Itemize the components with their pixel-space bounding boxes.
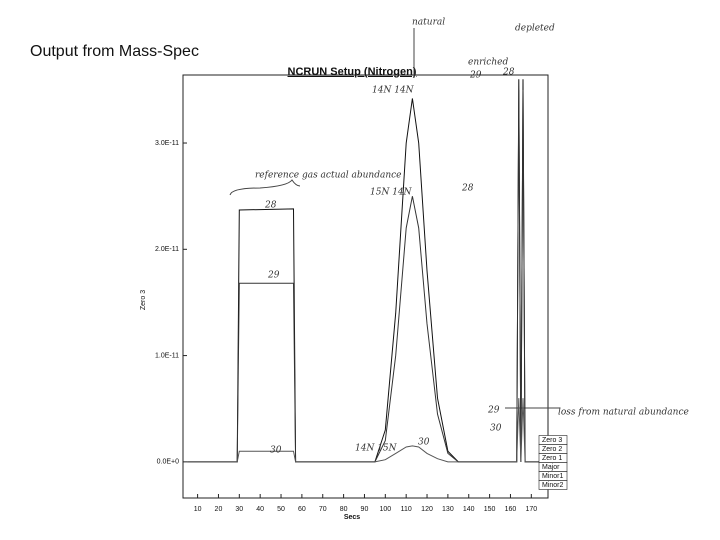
annotation: 29 bbox=[469, 71, 482, 81]
page-heading: Output from Mass-Spec bbox=[30, 43, 199, 60]
legend-label: Zero 2 bbox=[542, 446, 562, 453]
annotation: 30 bbox=[270, 446, 282, 456]
x-tick-label: 20 bbox=[215, 506, 223, 513]
y-tick-label: 0.0E+0 bbox=[157, 459, 179, 466]
series-line bbox=[187, 89, 542, 463]
x-tick-label: 30 bbox=[235, 506, 243, 513]
y-axis-label: Zero 3 bbox=[140, 290, 147, 310]
legend-label: Minor2 bbox=[542, 482, 564, 489]
annotation: 28 bbox=[264, 201, 277, 211]
series-line bbox=[187, 398, 542, 463]
y-tick-label: 2.0E-11 bbox=[155, 246, 179, 253]
legend-label: Major bbox=[542, 464, 560, 471]
x-tick-label: 70 bbox=[319, 506, 327, 513]
annotation: 30 bbox=[490, 424, 502, 434]
x-tick-label: 160 bbox=[505, 506, 517, 513]
x-tick-label: 130 bbox=[442, 506, 454, 513]
x-tick-label: 60 bbox=[298, 506, 306, 513]
annotation: 15N 14N bbox=[370, 188, 413, 198]
annotation: loss from natural abundance bbox=[558, 408, 689, 418]
annotation: natural bbox=[412, 18, 445, 28]
annotation: 28 bbox=[461, 184, 474, 194]
x-tick-label: 140 bbox=[463, 506, 475, 513]
x-tick-label: 170 bbox=[525, 506, 537, 513]
x-tick-label: 110 bbox=[401, 506, 412, 513]
x-tick-label: 10 bbox=[194, 506, 202, 513]
annotation: enriched bbox=[468, 58, 508, 68]
x-tick-label: 90 bbox=[361, 506, 369, 513]
annotation: 29 bbox=[487, 406, 500, 416]
annotation: 14N 15N bbox=[355, 444, 398, 454]
legend-label: Zero 1 bbox=[542, 455, 562, 462]
annotation: 29 bbox=[267, 271, 280, 281]
x-tick-label: 40 bbox=[256, 506, 264, 513]
annotation: 14N 14N bbox=[372, 86, 415, 96]
y-tick-label: 3.0E-11 bbox=[155, 140, 179, 147]
annotation: reference gas actual abundance bbox=[255, 171, 401, 181]
annotation: 30 bbox=[418, 438, 430, 448]
x-tick-label: 80 bbox=[340, 506, 348, 513]
series-line bbox=[187, 79, 542, 463]
plot-frame bbox=[182, 74, 549, 499]
legend-label: Minor1 bbox=[542, 473, 564, 480]
annotation: 28 bbox=[502, 68, 515, 78]
legend-label: Zero 3 bbox=[542, 437, 562, 444]
x-tick-label: 120 bbox=[421, 506, 433, 513]
x-tick-label: 50 bbox=[277, 506, 285, 513]
brace bbox=[229, 179, 301, 196]
y-tick-label: 1.0E-11 bbox=[155, 352, 179, 359]
x-tick-label: 150 bbox=[484, 506, 496, 513]
x-tick-label: 100 bbox=[379, 506, 391, 513]
chart-title: NCRUN Setup (Nitrogen) bbox=[288, 66, 417, 78]
legend-box bbox=[538, 480, 568, 490]
annotation: depleted bbox=[515, 24, 555, 34]
x-axis-label: Secs bbox=[344, 514, 360, 521]
